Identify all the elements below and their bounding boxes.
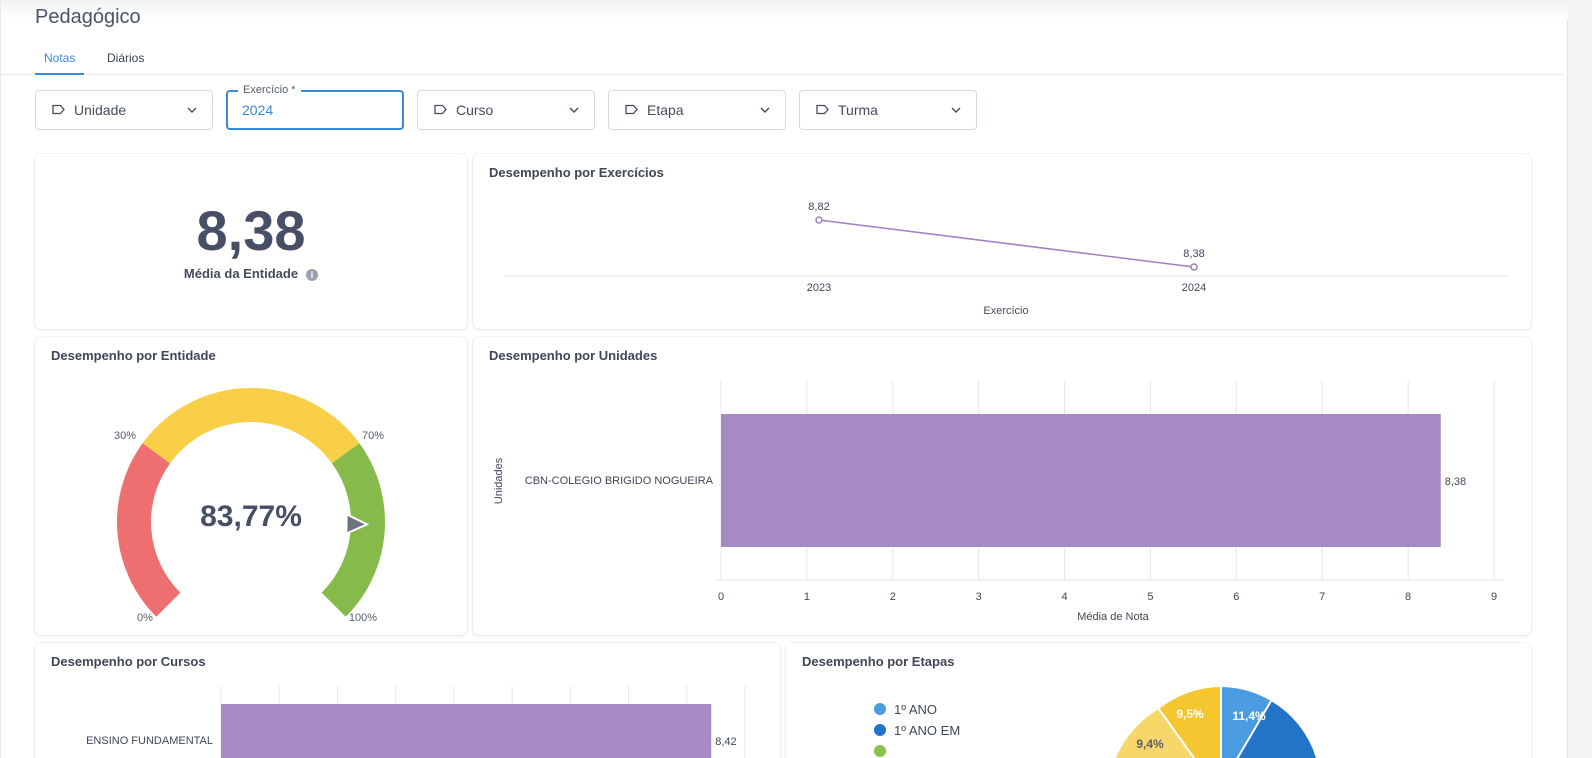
etapas-chart-card: Desempenho por Etapas 1º ANO 1º ANO EM 1…: [786, 643, 1531, 758]
tab-diarios[interactable]: Diários: [107, 51, 145, 65]
x-tick-label: 6: [1233, 591, 1239, 603]
x-axis-title: Média de Nota: [1077, 611, 1149, 623]
x-tick-label: 2024: [1182, 282, 1206, 294]
scrollbar-track[interactable]: [1568, 0, 1592, 758]
kpi-value: 8,38: [196, 199, 306, 262]
chevron-down-icon: [569, 107, 579, 113]
kpi-label-text: Média da Entidade: [183, 266, 299, 281]
entidade-gauge-card: Desempenho por Entidade 30% 70% 0% 100% …: [35, 337, 467, 635]
unidade-select-label: Unidade: [74, 102, 127, 118]
legend-dot: [874, 703, 886, 715]
cursos-chart-card: Desempenho por Cursos 8,42 ENSINO FUNDAM…: [35, 643, 780, 758]
data-label: 8,82: [808, 201, 829, 213]
cursos-bar-chart: 8,42 ENSINO FUNDAMENTAL: [86, 686, 746, 758]
slice-label: 9,5%: [1176, 707, 1204, 721]
tab-bar: Notas Diários: [1, 48, 1563, 75]
gauge-value: 83,77%: [200, 500, 302, 533]
x-tick-label: 7: [1319, 591, 1325, 603]
etapa-select-label: Etapa: [647, 102, 684, 118]
gauge-segment-red: [116, 443, 181, 617]
kpi-label: Média da Entidade i: [35, 266, 467, 281]
unidade-select[interactable]: Unidade: [35, 90, 213, 130]
entidade-gauge: 30% 70% 0% 100% 83,77%: [114, 388, 386, 624]
slice-separator: [1236, 700, 1272, 758]
top-shade: [1, 0, 1569, 20]
x-tick-label: 5: [1147, 591, 1153, 603]
chevron-down-icon: [760, 107, 770, 113]
exercicio-field[interactable]: Exercício * 2024: [226, 84, 404, 130]
bar-value-label: 8,42: [715, 736, 736, 748]
unidades-bar-chart: 0 1 2 3 4 5 6 7 8 9 8,38 CBN-COLEGIO BRIGIDO NOGU…: [493, 381, 1504, 623]
tag-icon: [625, 104, 638, 115]
kpi-card: 8,38 Média da Entidade i: [35, 154, 467, 329]
x-tick-label: 8: [1405, 591, 1411, 603]
gauge-pointer: [345, 512, 370, 536]
tag-icon: [434, 104, 447, 115]
turma-select-label: Turma: [838, 102, 878, 118]
category-label: CBN-COLEGIO BRIGIDO NOGUEIRA: [525, 475, 714, 487]
tag-icon: [52, 104, 65, 115]
x-axis-ticks: 0 1 2 3 4 5 6 7 8 9: [718, 591, 1497, 603]
exercicios-chart-title: Desempenho por Exercícios: [489, 165, 664, 180]
legend-label: 1º ANO EM: [894, 723, 961, 738]
gauge-tick-0: 0%: [137, 612, 153, 624]
x-tick-label: 4: [1061, 591, 1067, 603]
etapas-donut-chart: 11,4% 9,5% 9,4%: [1116, 687, 1316, 758]
etapas-chart-title: Desempenho por Etapas: [802, 654, 955, 669]
entidade-gauge-title: Desempenho por Entidade: [51, 348, 216, 363]
curso-select-label: Curso: [456, 102, 494, 118]
unidades-chart-title: Desempenho por Unidades: [489, 348, 658, 363]
bar[interactable]: [221, 704, 712, 758]
x-tick-label: 2023: [807, 282, 831, 294]
x-tick-label: 0: [718, 591, 724, 603]
tab-notas[interactable]: Notas: [35, 51, 85, 75]
tag-icon: [816, 104, 829, 115]
exercicios-chart-card: Desempenho por Exercícios Exercício 8,82…: [473, 154, 1531, 329]
exercicios-line-chart: Exercício 8,82 2023 8,38 2024: [505, 201, 1508, 317]
unidades-chart-card: Desempenho por Unidades 0 1 2 3 4 5 6 7 8 9 8,38 …: [473, 337, 1531, 635]
donut-slice[interactable]: [1116, 709, 1199, 758]
legend-dot: [874, 724, 886, 736]
page-title: Pedagógico: [35, 6, 141, 28]
slice-separator: [1158, 708, 1196, 758]
info-icon[interactable]: i: [306, 269, 319, 281]
chevron-down-icon: [187, 107, 197, 113]
x-tick-label: 1: [804, 591, 810, 603]
legend-item[interactable]: [874, 744, 894, 758]
category-label: ENSINO FUNDAMENTAL: [86, 735, 213, 747]
data-label: 8,38: [1183, 248, 1204, 260]
legend-label: 1º ANO: [894, 702, 938, 717]
exercicio-field-label: Exercício *: [238, 84, 301, 96]
legend-item[interactable]: 1º ANO: [874, 702, 937, 717]
x-tick-label: 2: [890, 591, 896, 603]
donut-slice[interactable]: [1159, 687, 1221, 758]
series-line: [818, 219, 1195, 268]
legend-dot: [874, 745, 886, 757]
x-tick-label: 9: [1491, 591, 1497, 603]
gauge-segment-yellow: [142, 388, 360, 464]
data-point[interactable]: [815, 216, 823, 224]
x-tick-label: 3: [976, 591, 982, 603]
bar-value-label: 8,38: [1445, 476, 1466, 488]
chevron-down-icon: [951, 107, 961, 113]
y-axis-title: Unidades: [493, 457, 505, 504]
cursos-chart-title: Desempenho por Cursos: [51, 654, 206, 669]
legend-item[interactable]: 1º ANO EM: [874, 723, 960, 738]
data-point[interactable]: [1190, 263, 1198, 271]
donut-slice[interactable]: [1234, 701, 1316, 758]
gauge-tick-100: 100%: [349, 612, 377, 624]
curso-select[interactable]: Curso: [417, 90, 595, 130]
etapa-select[interactable]: Etapa: [608, 90, 786, 130]
turma-select[interactable]: Turma: [799, 90, 977, 130]
slice-label: 9,4%: [1136, 737, 1164, 751]
gauge-tick-30: 30%: [114, 430, 136, 442]
donut-slice[interactable]: [1221, 687, 1271, 758]
slice-label: 11,4%: [1232, 709, 1266, 723]
exercicio-field-value: 2024: [242, 102, 274, 118]
x-axis-title: Exercício: [983, 305, 1028, 317]
gauge-tick-70: 70%: [362, 430, 384, 442]
bar[interactable]: [721, 414, 1441, 547]
